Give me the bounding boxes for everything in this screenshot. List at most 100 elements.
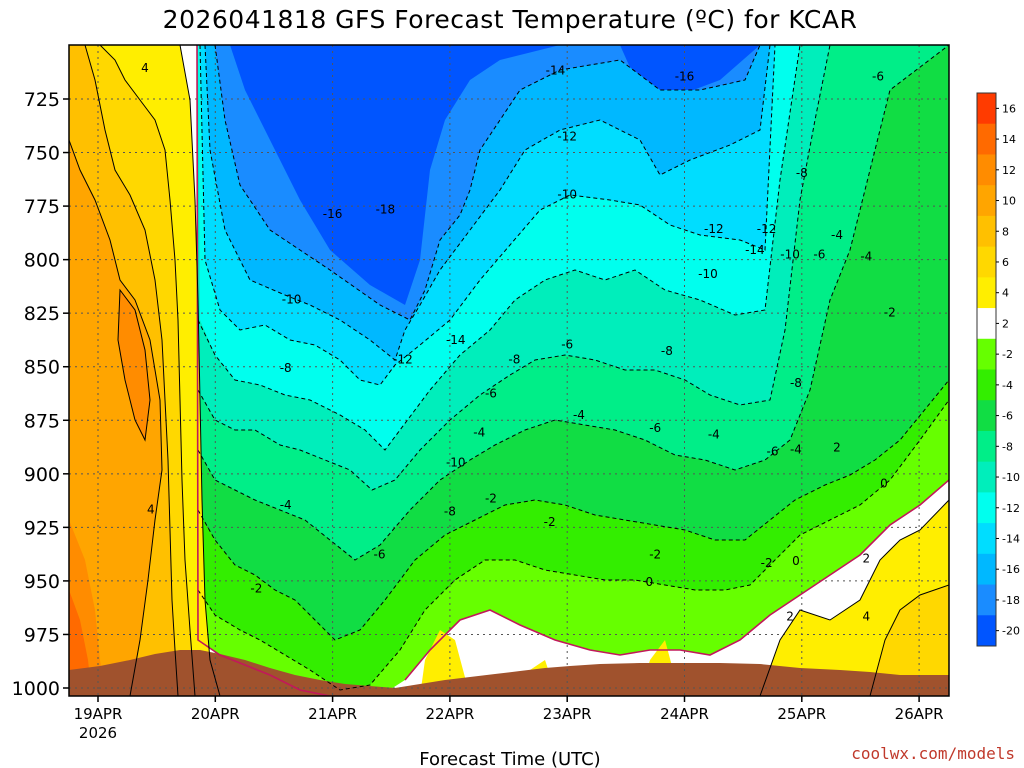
x-tick-label: 20APR <box>191 705 240 723</box>
colorbar-swatch <box>977 246 996 278</box>
contour-label: -12 <box>393 352 413 366</box>
x-year-label: 2026 <box>79 724 117 742</box>
x-tick-label: 24APR <box>660 705 709 723</box>
colorbar-swatch <box>977 523 996 555</box>
contour-label: -10 <box>446 455 466 469</box>
x-axis-label: Forecast Time (UTC) <box>419 749 600 768</box>
y-tick-label: 750 <box>24 143 60 165</box>
colorbar-swatch <box>977 584 996 616</box>
y-tick-label: 775 <box>24 196 60 218</box>
contour-labels: 44-10-8-4-2-16 -18-14-12-10-8-6-14-12-10-… <box>141 61 896 623</box>
colorbar-label: -18 <box>1002 594 1020 607</box>
colorbar-label: -12 <box>1002 502 1020 515</box>
colorbar-label: 8 <box>1002 225 1009 238</box>
plot-area: 44-10-8-4-2-16 -18-14-12-10-8-6-14-12-10-… <box>69 45 949 696</box>
contour-label: -2 <box>761 556 773 570</box>
colorbar: 16 14 12 10 8 6 4 2 -2 -4 -6 -8 -10 -12 -14 -16 -18 -20 <box>976 92 1020 647</box>
contour-label: -12 <box>704 222 724 236</box>
colorbar-swatch <box>977 185 996 217</box>
colorbar-swatch <box>977 461 996 493</box>
contour-label: -14 <box>745 243 765 257</box>
contour-label: -4 <box>280 498 292 512</box>
contour-label: -2 <box>485 492 497 506</box>
contour-label: -4 <box>790 442 802 456</box>
contour-label: -6 <box>649 421 661 435</box>
contour-label: 4 <box>147 502 155 516</box>
x-tick-label: 19APR <box>74 705 123 723</box>
colorbar-swatch <box>977 338 996 370</box>
colorbar-label: -4 <box>1002 379 1013 392</box>
x-tick-label: 23APR <box>543 705 592 723</box>
colorbar-label: -8 <box>1002 440 1013 453</box>
contour-label: -14 <box>546 63 566 77</box>
contour-label: -12 <box>557 130 577 144</box>
colorbar-frame <box>976 92 997 647</box>
contour-label: 0 <box>792 554 800 568</box>
contour-label: -8 <box>280 361 292 375</box>
colorbar-label: 14 <box>1002 133 1016 146</box>
contour-label: -2 <box>884 305 896 319</box>
colorbar-swatch <box>977 400 996 432</box>
contour-label: -6 <box>813 247 825 261</box>
y-tick-label: 825 <box>24 303 60 325</box>
contour-label: 2 <box>833 440 841 454</box>
colorbar-label: 10 <box>1002 195 1016 208</box>
colorbar-swatch <box>977 615 996 647</box>
contour-label: -8 <box>444 505 456 519</box>
contour-label: -8 <box>661 344 673 358</box>
colorbar-swatch <box>977 93 996 125</box>
contour-label: -10 <box>557 188 577 202</box>
contour-label: -4 <box>860 250 872 264</box>
contour-label: 2 <box>862 552 870 566</box>
y-tick-label: 1000 <box>12 678 60 700</box>
contour-label: -4 <box>473 425 485 439</box>
colorbar-swatch <box>977 553 996 586</box>
contour-label: -6 <box>872 70 884 84</box>
contour-label: -18 <box>376 203 396 217</box>
colorbar-label: -14 <box>1002 532 1020 545</box>
y-tick-label: 975 <box>24 624 60 646</box>
x-tick-label: 26APR <box>895 705 944 723</box>
colorbar-label: 4 <box>1002 287 1009 300</box>
contour-label: -6 <box>561 337 573 351</box>
contour-label: -2 <box>544 515 556 529</box>
band-plus-10 <box>69 290 150 696</box>
contour-label: -16 <box>323 207 343 221</box>
y-axis: 725 750 775 800 825 850 875 900 925 950 975 1000 <box>12 89 69 700</box>
y-tick-label: 950 <box>24 571 60 593</box>
grid-lines <box>69 45 949 696</box>
x-axis: 19APR 20APR 21APR 22APR 23APR 24APR 25APR 26APR <box>74 696 944 723</box>
x-tick-label: 25APR <box>777 705 826 723</box>
colorbar-swatch <box>977 215 996 248</box>
contour-label: -6 <box>766 445 778 459</box>
colorbar-swatch <box>977 123 996 155</box>
colorbar-label: 6 <box>1002 256 1009 269</box>
contour-label: -8 <box>790 376 802 390</box>
colorbar-label: 2 <box>1002 317 1009 330</box>
contour-label: -6 <box>374 547 386 561</box>
colorbar-swatch <box>977 308 996 340</box>
colorbar-label: -16 <box>1002 563 1020 576</box>
contour-label: -4 <box>831 228 843 242</box>
y-tick-label: 925 <box>24 517 60 539</box>
contour-label: -2 <box>250 582 262 596</box>
colorbar-swatch <box>977 277 996 309</box>
credit-text: coolwx.com/models <box>851 744 1015 763</box>
y-tick-label: 900 <box>24 464 60 486</box>
plot-frame <box>68 44 950 697</box>
contour-label: -8 <box>508 352 520 366</box>
colorbar-label: -2 <box>1002 348 1013 361</box>
colorbar-swatch <box>977 430 996 463</box>
y-tick-label: 875 <box>24 410 60 432</box>
contour-label: -14 <box>446 333 466 347</box>
colorbar-label: 12 <box>1002 164 1016 177</box>
y-tick-label: 725 <box>24 89 60 111</box>
colorbar-swatch <box>977 369 996 401</box>
contour-label: -12 <box>757 222 777 236</box>
x-tick-label: 22APR <box>425 705 474 723</box>
colorbar-label: -6 <box>1002 410 1013 423</box>
contour-label: -8 <box>796 166 808 180</box>
colorbar-swatch <box>977 492 996 524</box>
contour-label: 4 <box>862 609 870 623</box>
